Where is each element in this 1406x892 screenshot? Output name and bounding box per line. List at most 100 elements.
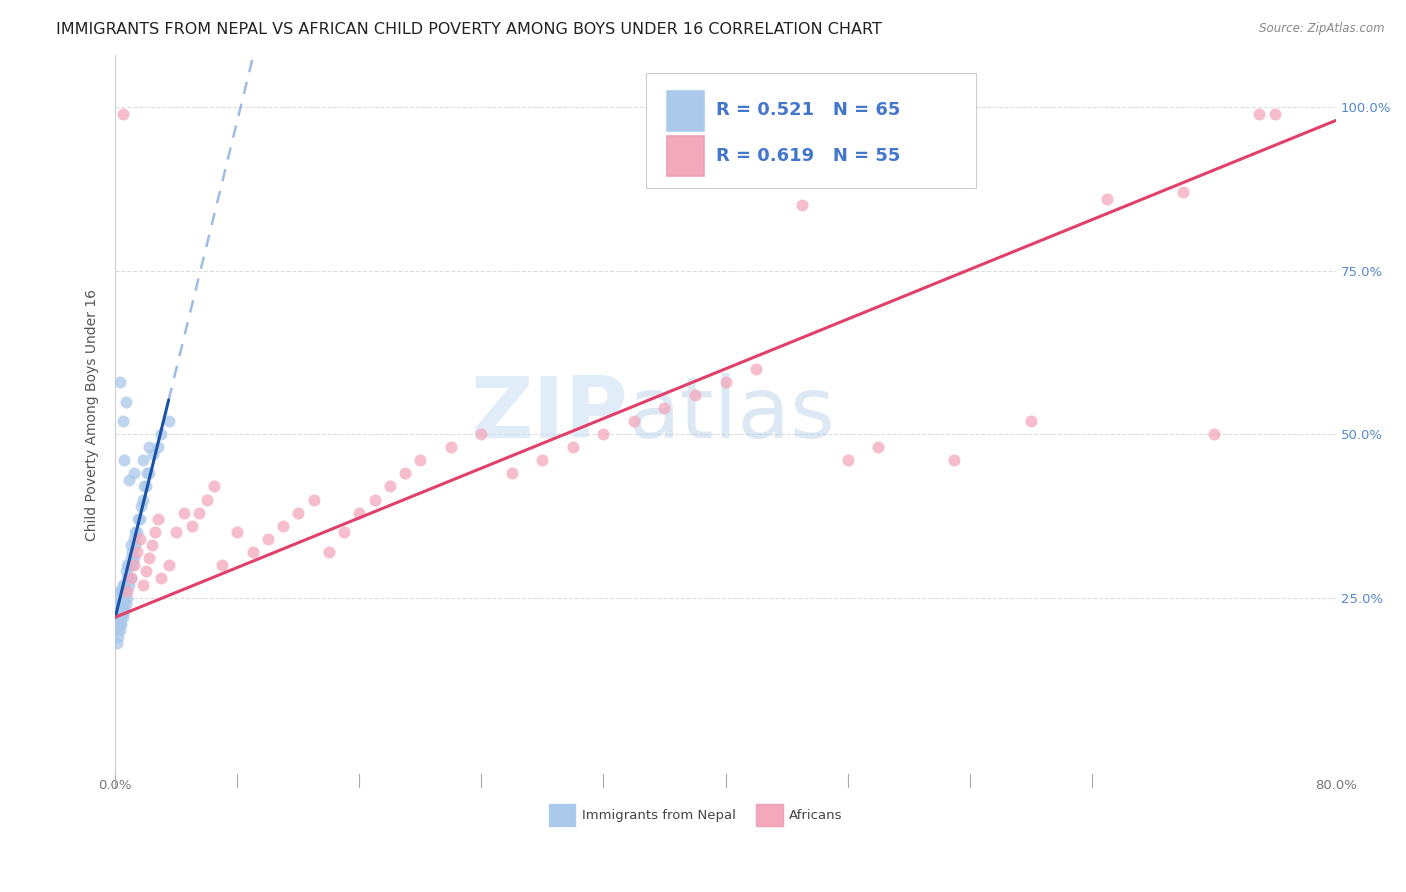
FancyBboxPatch shape (666, 136, 703, 176)
Point (112, 604, 135, 618)
Point (132, 453, 155, 467)
Point (105, 597, 128, 611)
Point (287, 506, 309, 520)
Point (110, 604, 132, 618)
Point (333, 525, 356, 540)
Point (111, 414, 134, 428)
Point (868, 440, 890, 454)
Point (138, 440, 160, 454)
Point (132, 577, 155, 591)
Point (122, 532, 145, 546)
Text: Source: ZipAtlas.com: Source: ZipAtlas.com (1260, 22, 1385, 36)
Point (110, 584, 132, 599)
Point (122, 467, 145, 481)
Point (124, 525, 146, 540)
Point (117, 584, 139, 599)
Point (128, 532, 150, 546)
Point (318, 545, 340, 559)
Point (173, 506, 195, 520)
Point (132, 492, 155, 507)
Point (1019, 414, 1042, 428)
Point (129, 499, 152, 513)
Point (108, 624, 131, 638)
Point (714, 375, 737, 389)
Point (118, 558, 141, 572)
Point (115, 597, 138, 611)
Point (136, 467, 159, 481)
Point (150, 427, 173, 442)
Point (146, 512, 169, 526)
Point (111, 107, 134, 121)
Point (150, 571, 173, 585)
Point (138, 467, 160, 481)
Text: ZIP: ZIP (470, 373, 628, 456)
Point (105, 636, 128, 650)
Point (143, 525, 166, 540)
Point (107, 624, 129, 638)
Point (110, 597, 132, 611)
Point (134, 479, 156, 493)
Point (157, 414, 180, 428)
Point (409, 453, 432, 467)
Point (115, 394, 138, 409)
Point (121, 558, 143, 572)
Point (138, 551, 160, 566)
Point (117, 591, 139, 605)
Point (108, 604, 131, 618)
Point (107, 604, 129, 618)
Point (108, 616, 131, 631)
Point (120, 571, 142, 585)
Point (112, 591, 135, 605)
Text: Immigrants from Nepal: Immigrants from Nepal (582, 808, 735, 822)
Point (1264, 107, 1286, 121)
Point (146, 440, 169, 454)
FancyBboxPatch shape (548, 805, 575, 826)
Point (105, 610, 128, 624)
Y-axis label: Child Poverty Among Boys Under 16: Child Poverty Among Boys Under 16 (86, 289, 100, 541)
Text: atlas: atlas (628, 373, 837, 456)
Point (124, 538, 146, 552)
Point (470, 427, 492, 442)
Text: R = 0.521   N = 65: R = 0.521 N = 65 (716, 102, 900, 120)
Point (1249, 107, 1271, 121)
Point (118, 577, 141, 591)
Point (211, 558, 233, 572)
Point (623, 414, 645, 428)
Point (135, 565, 157, 579)
Point (107, 591, 129, 605)
Point (256, 532, 278, 546)
Point (141, 538, 163, 552)
FancyBboxPatch shape (756, 805, 783, 826)
FancyBboxPatch shape (647, 73, 976, 188)
Point (121, 545, 143, 559)
Point (120, 571, 142, 585)
Point (118, 473, 141, 487)
Point (501, 467, 523, 481)
Point (125, 525, 148, 540)
Point (111, 597, 134, 611)
Point (226, 525, 249, 540)
Point (837, 453, 859, 467)
Point (531, 453, 554, 467)
Point (128, 512, 150, 526)
Point (117, 558, 139, 572)
Point (745, 361, 768, 376)
Point (120, 538, 142, 552)
Point (105, 624, 128, 638)
Point (108, 610, 131, 624)
Point (135, 479, 157, 493)
Point (112, 453, 135, 467)
Point (1173, 186, 1195, 200)
Point (683, 388, 706, 402)
Text: IMMIGRANTS FROM NEPAL VS AFRICAN CHILD POVERTY AMONG BOYS UNDER 16 CORRELATION C: IMMIGRANTS FROM NEPAL VS AFRICAN CHILD P… (56, 22, 882, 37)
Text: Africans: Africans (789, 808, 842, 822)
Point (157, 558, 180, 572)
Point (165, 525, 187, 540)
Point (378, 479, 401, 493)
Point (107, 630, 129, 644)
Text: R = 0.619   N = 55: R = 0.619 N = 55 (716, 147, 900, 165)
Point (108, 584, 131, 599)
Point (115, 584, 138, 599)
Point (122, 551, 145, 566)
Point (111, 604, 134, 618)
